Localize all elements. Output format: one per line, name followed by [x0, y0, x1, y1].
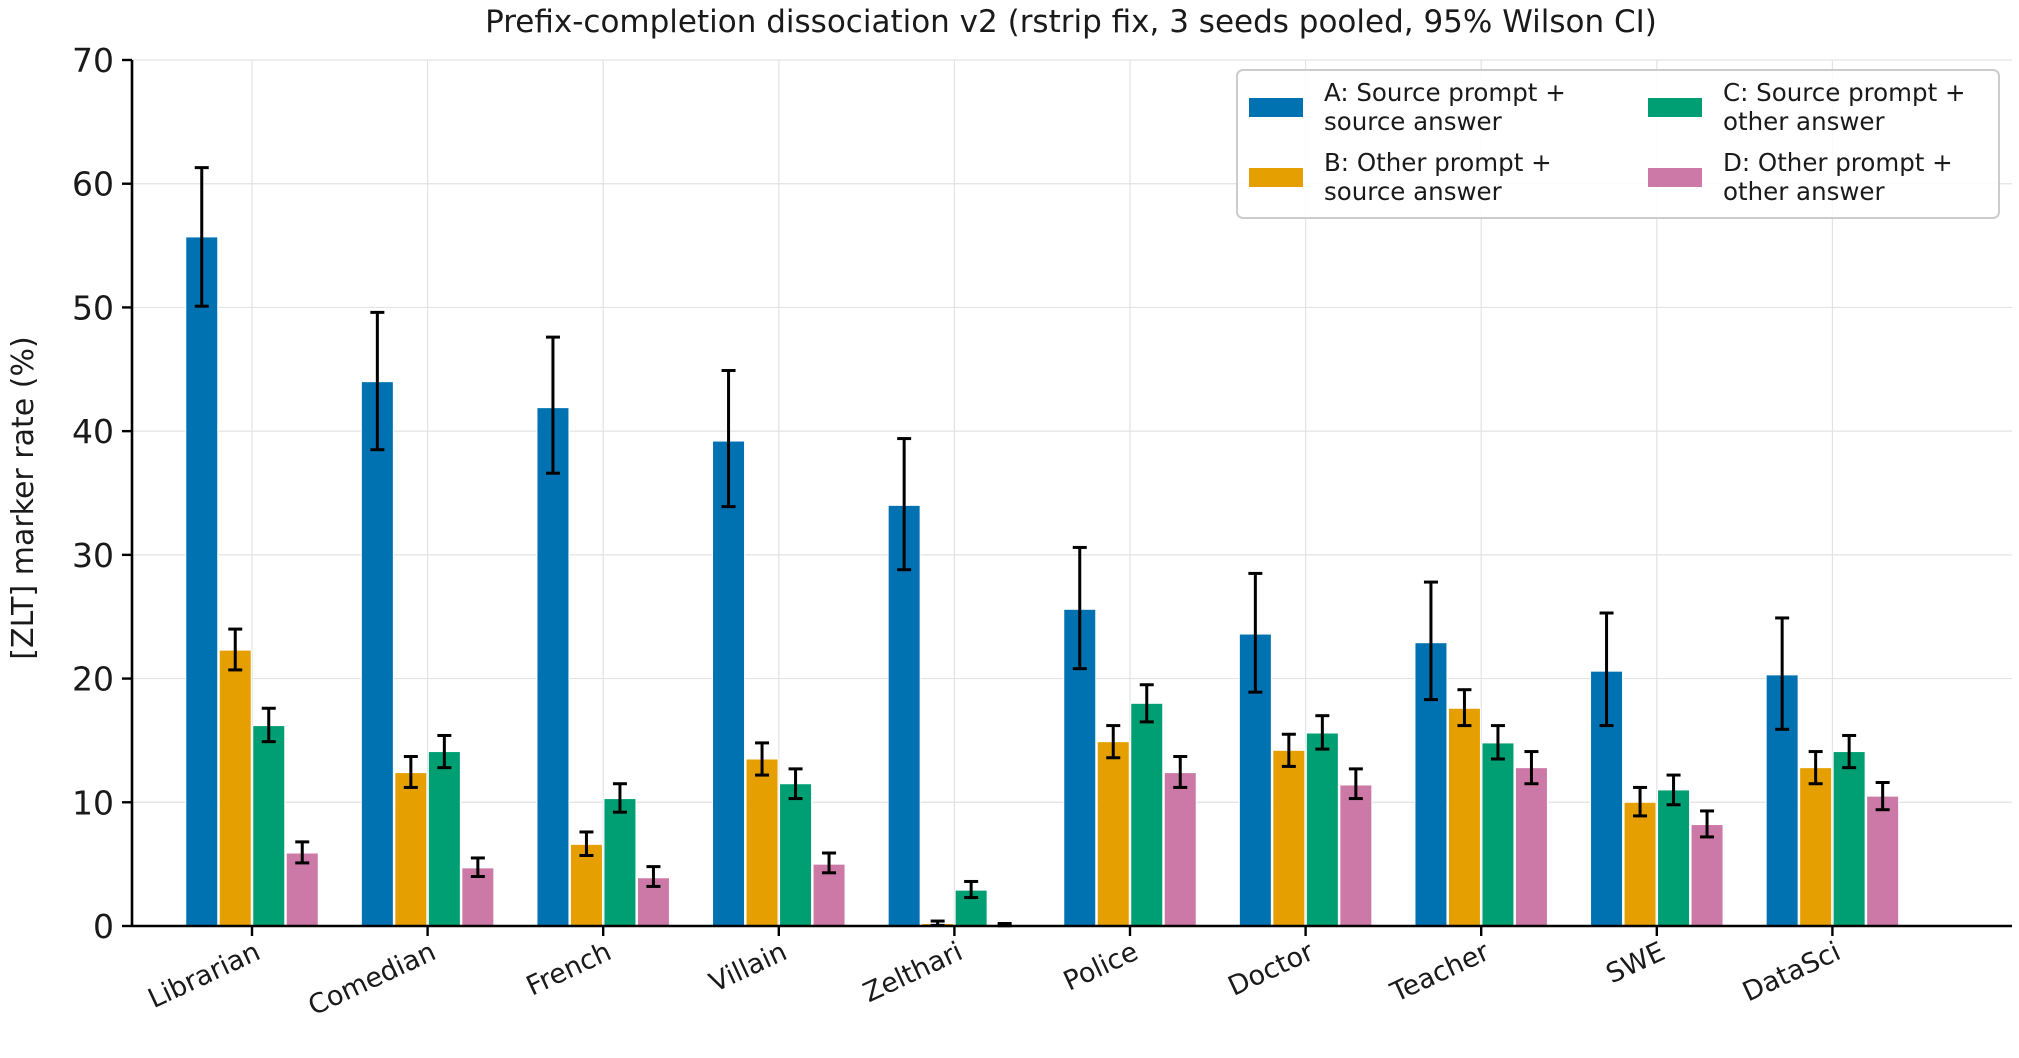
- bar: [1514, 767, 1548, 927]
- y-tick-label: 30: [72, 536, 114, 575]
- bars-layer: [185, 236, 1900, 927]
- bar: [1657, 789, 1691, 927]
- y-tick-label: 20: [72, 660, 114, 699]
- bar: [1305, 732, 1339, 927]
- bar: [360, 381, 394, 927]
- bar: [745, 758, 779, 927]
- bar: [712, 440, 746, 927]
- legend-label: B: Other prompt + source answer: [1324, 148, 1552, 206]
- bar: [185, 236, 219, 927]
- bar: [285, 852, 319, 927]
- x-tick-label: SWE: [1601, 936, 1669, 990]
- bar: [569, 843, 603, 927]
- legend-swatch: [1648, 98, 1702, 117]
- bar: [1799, 767, 1833, 927]
- legend-swatch: [1648, 168, 1702, 187]
- y-tick-label: 60: [72, 165, 114, 204]
- y-tick-label: 70: [72, 41, 114, 80]
- x-tick-label: Librarian: [143, 936, 264, 1015]
- bar: [427, 751, 461, 927]
- chart-title: Prefix-completion dissociation v2 (rstri…: [485, 4, 1657, 40]
- x-tick-label: Comedian: [304, 936, 441, 1022]
- legend-swatch: [1249, 98, 1303, 117]
- legend-frame: [1236, 69, 2000, 219]
- y-tick-label: 50: [72, 288, 114, 327]
- legend-label: C: Source prompt + other answer: [1723, 78, 1966, 136]
- legend-label: A: Source prompt + source answer: [1324, 78, 1566, 136]
- bar: [603, 798, 637, 927]
- bar: [1832, 751, 1866, 927]
- bar: [1866, 795, 1900, 927]
- grid-layer: [132, 59, 2012, 927]
- legend-label: D: Other prompt + other answer: [1723, 148, 1953, 206]
- x-tick-label: French: [522, 936, 616, 1002]
- x-tick-label: Doctor: [1224, 936, 1320, 1003]
- bar: [1130, 702, 1164, 927]
- bar: [252, 725, 286, 927]
- bar: [1096, 741, 1130, 927]
- x-tick-label: DataSci: [1738, 936, 1845, 1008]
- bar: [1690, 824, 1724, 927]
- y-tick-label: 10: [72, 783, 114, 822]
- bar: [1339, 784, 1373, 927]
- x-tick-label: Teacher: [1385, 936, 1495, 1009]
- bar: [1272, 749, 1306, 927]
- bar: [1163, 772, 1197, 927]
- bar: [779, 783, 813, 927]
- y-tick-label: 40: [72, 412, 114, 451]
- y-tick-label: 0: [93, 907, 114, 946]
- bar: [218, 649, 252, 927]
- x-tick-label: Police: [1059, 936, 1143, 997]
- y-axis-label: [ZLT] marker rate (%): [6, 336, 41, 659]
- bar: [1447, 707, 1481, 927]
- bar: [394, 772, 428, 927]
- x-tick-label: Villain: [705, 936, 792, 999]
- legend-swatch: [1249, 168, 1303, 187]
- bar: [1481, 742, 1515, 927]
- x-tick-label: Zelthari: [859, 936, 968, 1009]
- bar: [536, 407, 570, 927]
- legend: A: Source prompt + source answer B: Other …: [1236, 69, 2000, 219]
- bar: [1623, 801, 1657, 927]
